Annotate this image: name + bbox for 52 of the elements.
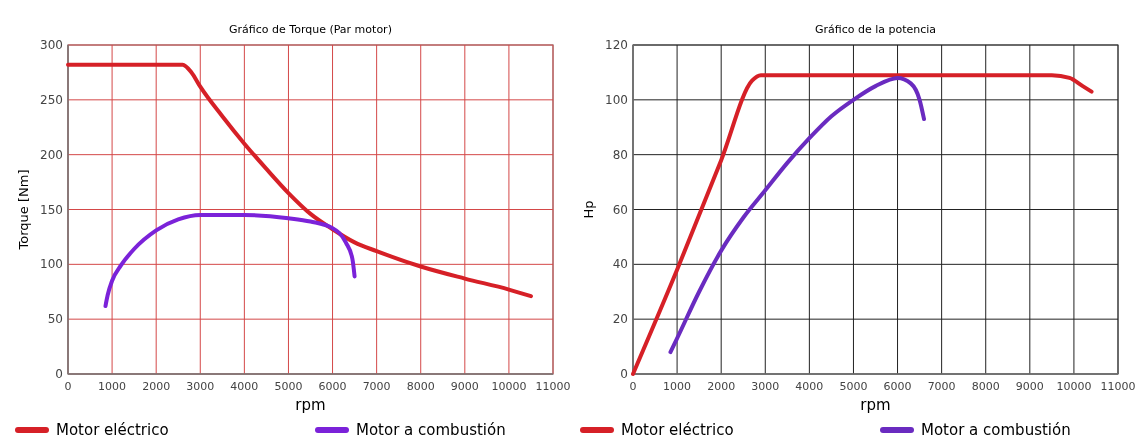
x-tick-label: 7000 — [362, 380, 391, 393]
x-tick-label: 3000 — [751, 380, 780, 393]
x-axis-title: rpm — [295, 396, 326, 414]
y-tick-label: 150 — [40, 202, 63, 217]
y-tick-label: 250 — [40, 92, 63, 107]
x-tick-label: 6000 — [883, 380, 912, 393]
line-series — [103, 212, 357, 309]
y-axis-title: Torque [Nm] — [16, 169, 31, 251]
x-tick-label: 9000 — [450, 380, 479, 393]
y-tick-label: 120 — [605, 38, 628, 52]
x-tick-label: 8000 — [406, 380, 435, 393]
chart-title: Gráfico de Torque (Par motor) — [229, 23, 392, 36]
legend-label: Motor a combustión — [921, 421, 1071, 439]
x-tick-label: 4000 — [795, 380, 824, 393]
line-series — [668, 75, 926, 355]
x-tick-label: 5000 — [274, 380, 303, 393]
x-tick-label: 1000 — [98, 380, 127, 393]
line-series — [631, 73, 1094, 376]
x-tick-label: 3000 — [186, 380, 215, 393]
x-tick-label: 4000 — [230, 380, 259, 393]
x-tick-label: 11000 — [535, 380, 571, 393]
y-tick-label: 50 — [47, 312, 63, 327]
y-tick-label: 100 — [40, 257, 63, 272]
x-axis-title: rpm — [860, 396, 891, 414]
line-series — [66, 62, 533, 299]
y-tick-label: 300 — [40, 38, 63, 52]
y-tick-label: 200 — [40, 147, 63, 162]
x-tick-label: 8000 — [971, 380, 1000, 393]
legend-label: Motor a combustión — [356, 421, 506, 439]
x-tick-label: 10000 — [1056, 380, 1092, 393]
y-tick-label: 20 — [612, 312, 628, 327]
x-tick-label: 5000 — [839, 380, 868, 393]
x-tick-label: 0 — [629, 380, 637, 393]
x-tick-label: 0 — [64, 380, 72, 393]
chart-title: Gráfico de la potencia — [814, 23, 937, 36]
y-tick-label: 80 — [612, 147, 628, 162]
x-tick-label: 7000 — [927, 380, 956, 393]
y-tick-label: 0 — [55, 367, 63, 381]
y-tick-label: 40 — [612, 257, 628, 272]
x-tick-label: 2000 — [142, 380, 171, 393]
legend-label: Motor eléctrico — [621, 421, 734, 439]
x-tick-label: 10000 — [491, 380, 527, 393]
x-tick-label: 9000 — [1015, 380, 1044, 393]
x-tick-label: 11000 — [1100, 380, 1136, 393]
x-tick-label: 2000 — [707, 380, 736, 393]
x-tick-label: 6000 — [318, 380, 347, 393]
y-tick-label: 100 — [605, 92, 628, 107]
y-tick-label: 0 — [620, 367, 628, 381]
x-tick-label: 1000 — [663, 380, 692, 393]
y-axis-title: Hp — [581, 200, 596, 219]
y-tick-label: 60 — [612, 202, 628, 217]
legend-label: Motor eléctrico — [56, 421, 169, 439]
